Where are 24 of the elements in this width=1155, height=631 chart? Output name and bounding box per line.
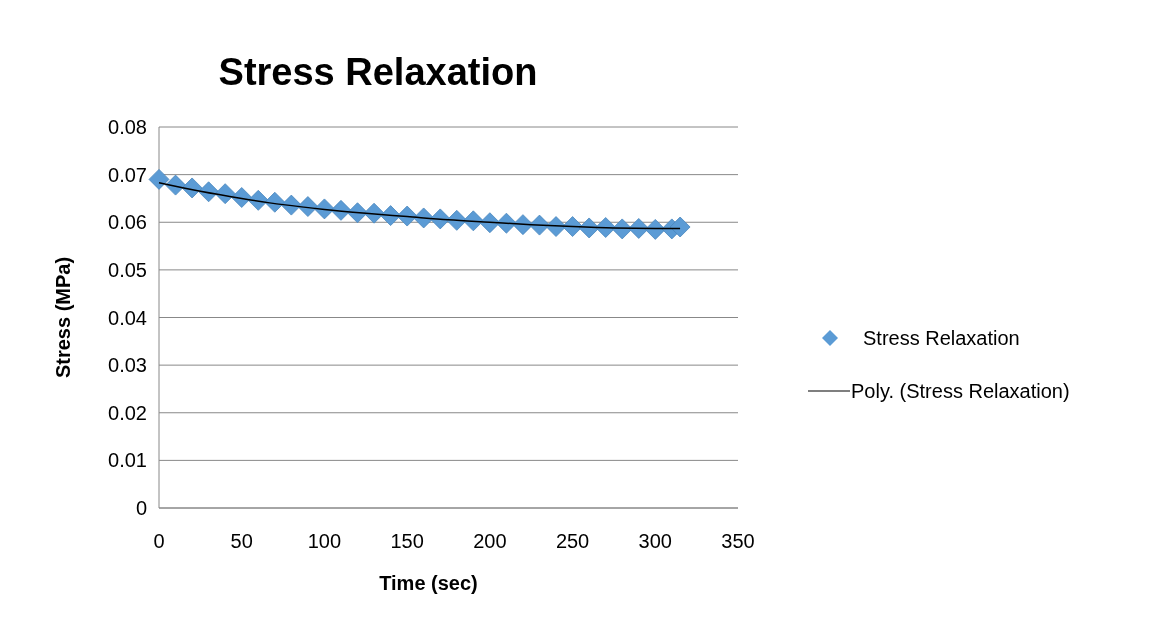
y-tick-label: 0.07 [108, 163, 147, 186]
point [148, 168, 170, 190]
x-axis-title: Time (sec) [379, 572, 478, 594]
x-tick-label: 250 [555, 530, 590, 552]
legend-label: Stress Relaxation [863, 327, 1020, 349]
point [669, 216, 691, 238]
y-tick-label: 0.03 [108, 354, 147, 377]
x-tick-label: 300 [638, 530, 672, 552]
y-tick-label: 0.06 [108, 211, 147, 234]
legend-label: Poly. (Stress Relaxation) [851, 380, 1070, 402]
x-tick-label: 200 [473, 530, 507, 552]
x-tick-label: 350 [721, 530, 755, 552]
y-tick-label: 0.04 [108, 306, 147, 329]
x-tick-label: 100 [307, 530, 342, 552]
x-tick-label: 150 [390, 530, 424, 552]
y-tick-label: 0 [135, 497, 147, 519]
y-tick-label: 0.02 [108, 401, 147, 424]
x-tick-label: 0 [153, 530, 165, 552]
y-tick-label: 0.05 [108, 258, 147, 281]
x-tick-label: 50 [230, 530, 253, 552]
chart-title: Stress Relaxation [218, 51, 538, 93]
y-tick-label: 0.01 [108, 449, 147, 472]
y-axis-title: Stress (MPa) [52, 256, 74, 379]
y-tick-label: 0.08 [108, 116, 147, 138]
